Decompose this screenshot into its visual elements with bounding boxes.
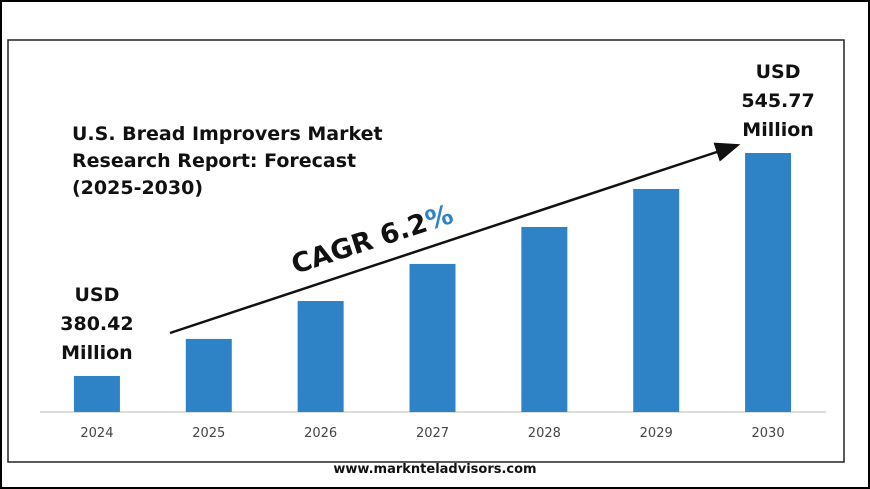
chart-title: U.S. Bread Improvers Market Research Rep… xyxy=(72,123,383,199)
bar xyxy=(409,263,456,412)
x-tick-label: 2030 xyxy=(752,426,785,441)
data-label: USD 545.77 Million xyxy=(741,61,815,141)
bar xyxy=(521,226,568,412)
source: www.marknteladvisors.com xyxy=(333,462,537,477)
x-tick-label: 2027 xyxy=(416,426,449,441)
x-tick-label: 2025 xyxy=(192,426,225,441)
x-tick-label: 2028 xyxy=(528,426,561,441)
x-tick-label: 2026 xyxy=(304,426,337,441)
x-tick-label: 2029 xyxy=(640,426,673,441)
bar xyxy=(185,338,232,412)
bar xyxy=(633,188,680,412)
bar xyxy=(73,375,120,412)
bar xyxy=(745,153,792,412)
bar xyxy=(297,301,344,412)
trend-arrow xyxy=(169,142,741,335)
data-label: USD 380.42 Million xyxy=(60,283,134,364)
x-tick-label: 2024 xyxy=(80,426,113,441)
